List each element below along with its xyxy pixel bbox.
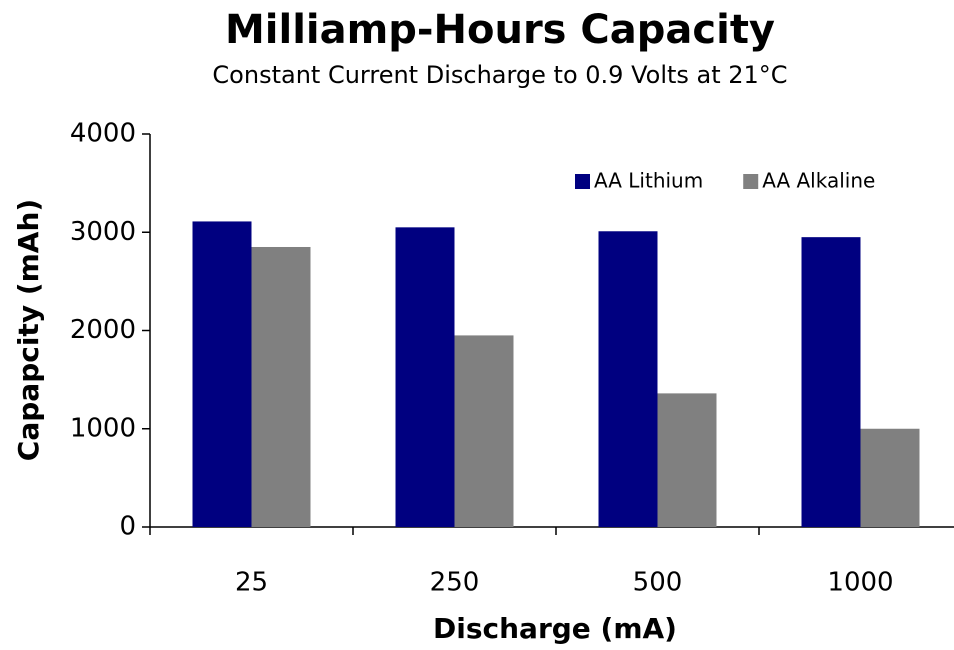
bar	[454, 335, 514, 527]
bar	[251, 246, 311, 528]
bar	[801, 237, 861, 527]
x-tick-label: 500	[633, 568, 683, 598]
legend-label: AA Alkaline	[762, 169, 875, 193]
bar	[598, 231, 658, 527]
y-tick-label: 3000	[70, 217, 136, 247]
x-tick-label: 250	[430, 568, 480, 598]
y-axis-label: Capapcity (mAh)	[12, 199, 45, 461]
x-axis-label: Discharge (mA)	[433, 612, 677, 645]
chart-title: Milliamp-Hours Capacity	[225, 7, 775, 53]
chart-subtitle: Constant Current Discharge to 0.9 Volts …	[212, 61, 787, 89]
bar	[395, 227, 455, 527]
y-tick-label: 4000	[70, 119, 136, 149]
bar	[192, 221, 252, 527]
bar	[657, 393, 717, 527]
y-tick-label: 2000	[70, 315, 136, 345]
y-tick-label: 1000	[70, 413, 136, 443]
y-tick-label: 0	[119, 512, 136, 542]
legend-swatch	[575, 174, 590, 189]
legend-label: AA Lithium	[594, 169, 703, 193]
x-tick-label: 25	[235, 568, 268, 598]
bar	[860, 428, 920, 527]
x-tick-label: 1000	[827, 568, 893, 598]
legend-swatch	[743, 174, 759, 189]
